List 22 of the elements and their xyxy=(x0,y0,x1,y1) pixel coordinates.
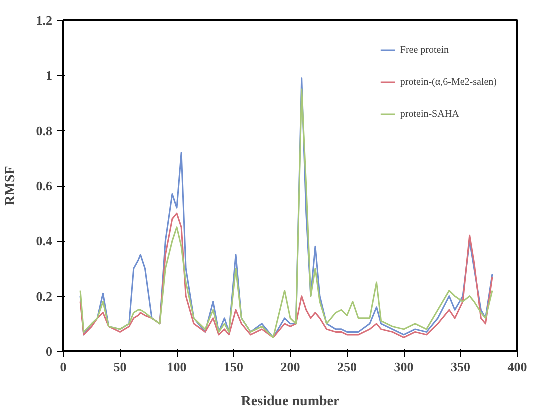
y-tick-label: 0.8 xyxy=(36,123,53,138)
y-axis-title: RMSF xyxy=(3,166,18,206)
y-tick-label: 0 xyxy=(46,344,52,359)
x-tick-label: 100 xyxy=(167,360,187,374)
y-tick-label: 1 xyxy=(46,68,52,84)
y-tick-label: 0.4 xyxy=(36,234,53,249)
x-tick-label: 0 xyxy=(60,360,67,374)
y-tick-label: 0.2 xyxy=(36,288,52,304)
y-tick-label: 1.2 xyxy=(36,13,52,28)
y-tick-label: 0.6 xyxy=(36,178,53,194)
x-tick-label: 250 xyxy=(338,360,357,374)
legend-label: Free protein xyxy=(400,44,449,56)
x-tick-label: 350 xyxy=(451,360,470,374)
legend-label: protein-(α,6-Me2-salen) xyxy=(400,76,497,88)
x-tick-label: 50 xyxy=(114,360,127,374)
x-tick-label: 400 xyxy=(508,360,528,374)
legend-label: protein-SAHA xyxy=(400,108,460,120)
x-tick-label: 150 xyxy=(224,360,244,374)
x-axis-title: Residue number xyxy=(241,394,340,410)
x-tick-label: 200 xyxy=(280,360,300,374)
x-tick-label: 300 xyxy=(394,360,414,374)
line-series xyxy=(80,212,494,338)
